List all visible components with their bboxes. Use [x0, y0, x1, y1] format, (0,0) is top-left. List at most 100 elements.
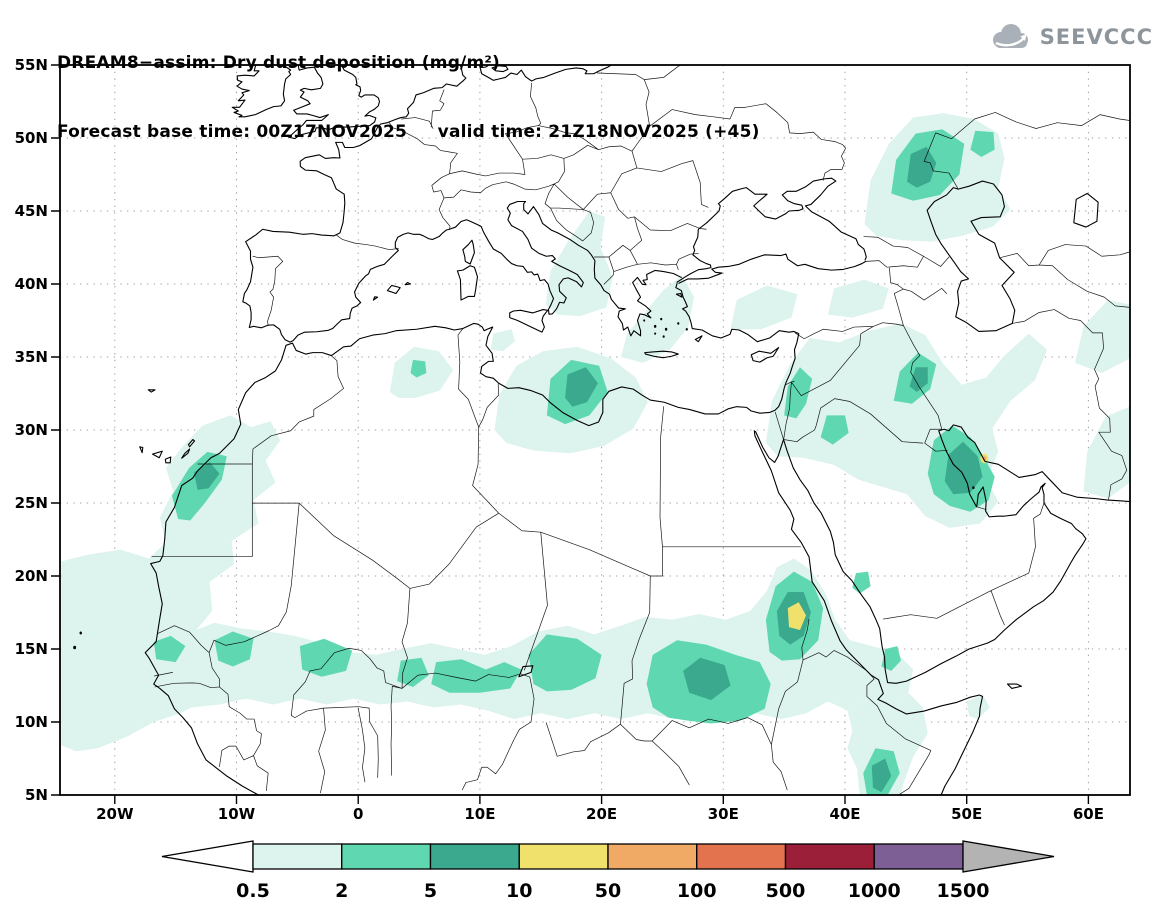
map-content: [61, 64, 1130, 795]
dust-region: [490, 329, 516, 352]
lat-label: 40N: [15, 275, 48, 293]
dust-region: [944, 441, 983, 495]
dust-region: [982, 456, 987, 461]
lon-tick-marks: [114, 795, 1090, 804]
colorbar-label: 100: [677, 880, 717, 902]
dust-region: [966, 694, 990, 720]
coast-north-turkey: [679, 254, 866, 283]
borders-europe: [253, 64, 846, 325]
dust-region: [61, 415, 281, 752]
lat-label: 5N: [25, 786, 48, 804]
dust-region: [683, 657, 731, 701]
colorbar-segment: [607, 843, 698, 870]
dust-region: [545, 210, 613, 317]
dust-shading-level5: [982, 456, 987, 461]
colorbar-arrow-left: [161, 840, 254, 873]
lon-label: 20W: [96, 805, 134, 823]
coast-britain: [289, 64, 380, 138]
lon-label: 10W: [218, 805, 256, 823]
dust-region: [871, 758, 892, 793]
coast-caspian-sea: [927, 181, 1015, 331]
lon-label: 60E: [1073, 805, 1104, 823]
lat-label: 35N: [15, 348, 48, 366]
colorbar-segment: [873, 843, 964, 870]
lat-label: 55N: [15, 56, 48, 74]
dust-region: [820, 415, 849, 445]
dust-region: [852, 571, 871, 594]
lat-label: 45N: [15, 202, 48, 220]
colorbar-label: 500: [766, 880, 806, 902]
colorbar-segment: [429, 843, 520, 870]
lon-label: 20E: [586, 805, 617, 823]
dust-region: [827, 279, 889, 318]
coast-baltic: [479, 64, 612, 81]
coast-black-sea: [677, 178, 866, 282]
colorbar-segment: [341, 843, 432, 870]
coast-islands: [140, 193, 1098, 688]
coast-ireland: [232, 64, 290, 117]
colorbar-segment: [252, 843, 343, 870]
colorbar-label: 5: [424, 880, 437, 902]
coast-europe: [243, 64, 681, 342]
lon-label: 10E: [464, 805, 495, 823]
borders-africa: [152, 329, 931, 796]
seevccc-logo: SEEVCCC: [987, 22, 1153, 52]
borders-mideast: [775, 112, 1130, 624]
dust-region: [1083, 406, 1130, 499]
lon-label: 40E: [829, 805, 860, 823]
colorbar-segment: [784, 843, 875, 870]
colorbar-label: 1500: [937, 880, 990, 902]
dust-region: [410, 359, 427, 378]
dust-region: [565, 367, 598, 407]
lat-label: 15N: [15, 640, 48, 658]
lon-label: 0: [353, 805, 363, 823]
colorbar-label: 2: [335, 880, 348, 902]
colorbar-labels: 0.5 2 5 10 50 100 500 1000 1500: [236, 880, 989, 902]
dust-region: [784, 367, 813, 419]
dust-region: [909, 367, 928, 393]
dust-region: [787, 602, 807, 631]
dust-region: [193, 462, 220, 490]
lon-label: 50E: [951, 805, 982, 823]
colorbar: 0.5 2 5 10 50 100 500 1000 1500: [161, 840, 1055, 902]
coastlines: [73, 64, 1130, 795]
lon-axis-labels: 20W 10W 0 10E 20E 30E 40E 50E 60E: [96, 805, 1104, 823]
colorbar-label: 50: [595, 880, 621, 902]
plot-title: DREAM8−assim: Dry dust deposition (mg/m²…: [57, 53, 500, 73]
lat-label: 10N: [15, 713, 48, 731]
dust-region: [730, 285, 798, 330]
lat-label: 25N: [15, 494, 48, 512]
dust-region: [881, 646, 901, 671]
lat-label: 50N: [15, 129, 48, 147]
colorbar-label: 0.5: [236, 880, 270, 902]
dust-region: [765, 323, 1048, 528]
island-dots: [73, 317, 975, 650]
dust-region: [970, 130, 995, 157]
logo-text: SEEVCCC: [1039, 25, 1153, 49]
dust-region: [431, 659, 522, 693]
colorbar-arrow-right: [962, 840, 1055, 873]
colorbar-label: 10: [506, 880, 532, 902]
dust-region: [528, 634, 602, 692]
lat-label: 30N: [15, 421, 48, 439]
lon-label: 30E: [708, 805, 739, 823]
colorbar-segment: [696, 843, 787, 870]
lat-tick-marks: [51, 64, 60, 796]
lat-axis-labels: 55N 50N 45N 40N 35N 30N 25N 20N 15N 10N …: [15, 56, 48, 804]
colorbar-segment: [518, 843, 609, 870]
lat-label: 20N: [15, 567, 48, 585]
dust-region: [153, 635, 186, 663]
dust-shading-level3: [193, 146, 983, 793]
dust-region: [299, 638, 353, 677]
country-borders: [152, 64, 1130, 795]
cloud-icon: [992, 24, 1028, 48]
colorbar-label: 1000: [848, 880, 901, 902]
dust-region: [621, 275, 695, 363]
dust-region: [907, 146, 937, 188]
dust-region: [214, 631, 254, 667]
coast-arabia-iran: [756, 425, 1131, 683]
coast-africa-levant: [145, 284, 799, 795]
coast-red-sea-africa: [754, 431, 982, 795]
